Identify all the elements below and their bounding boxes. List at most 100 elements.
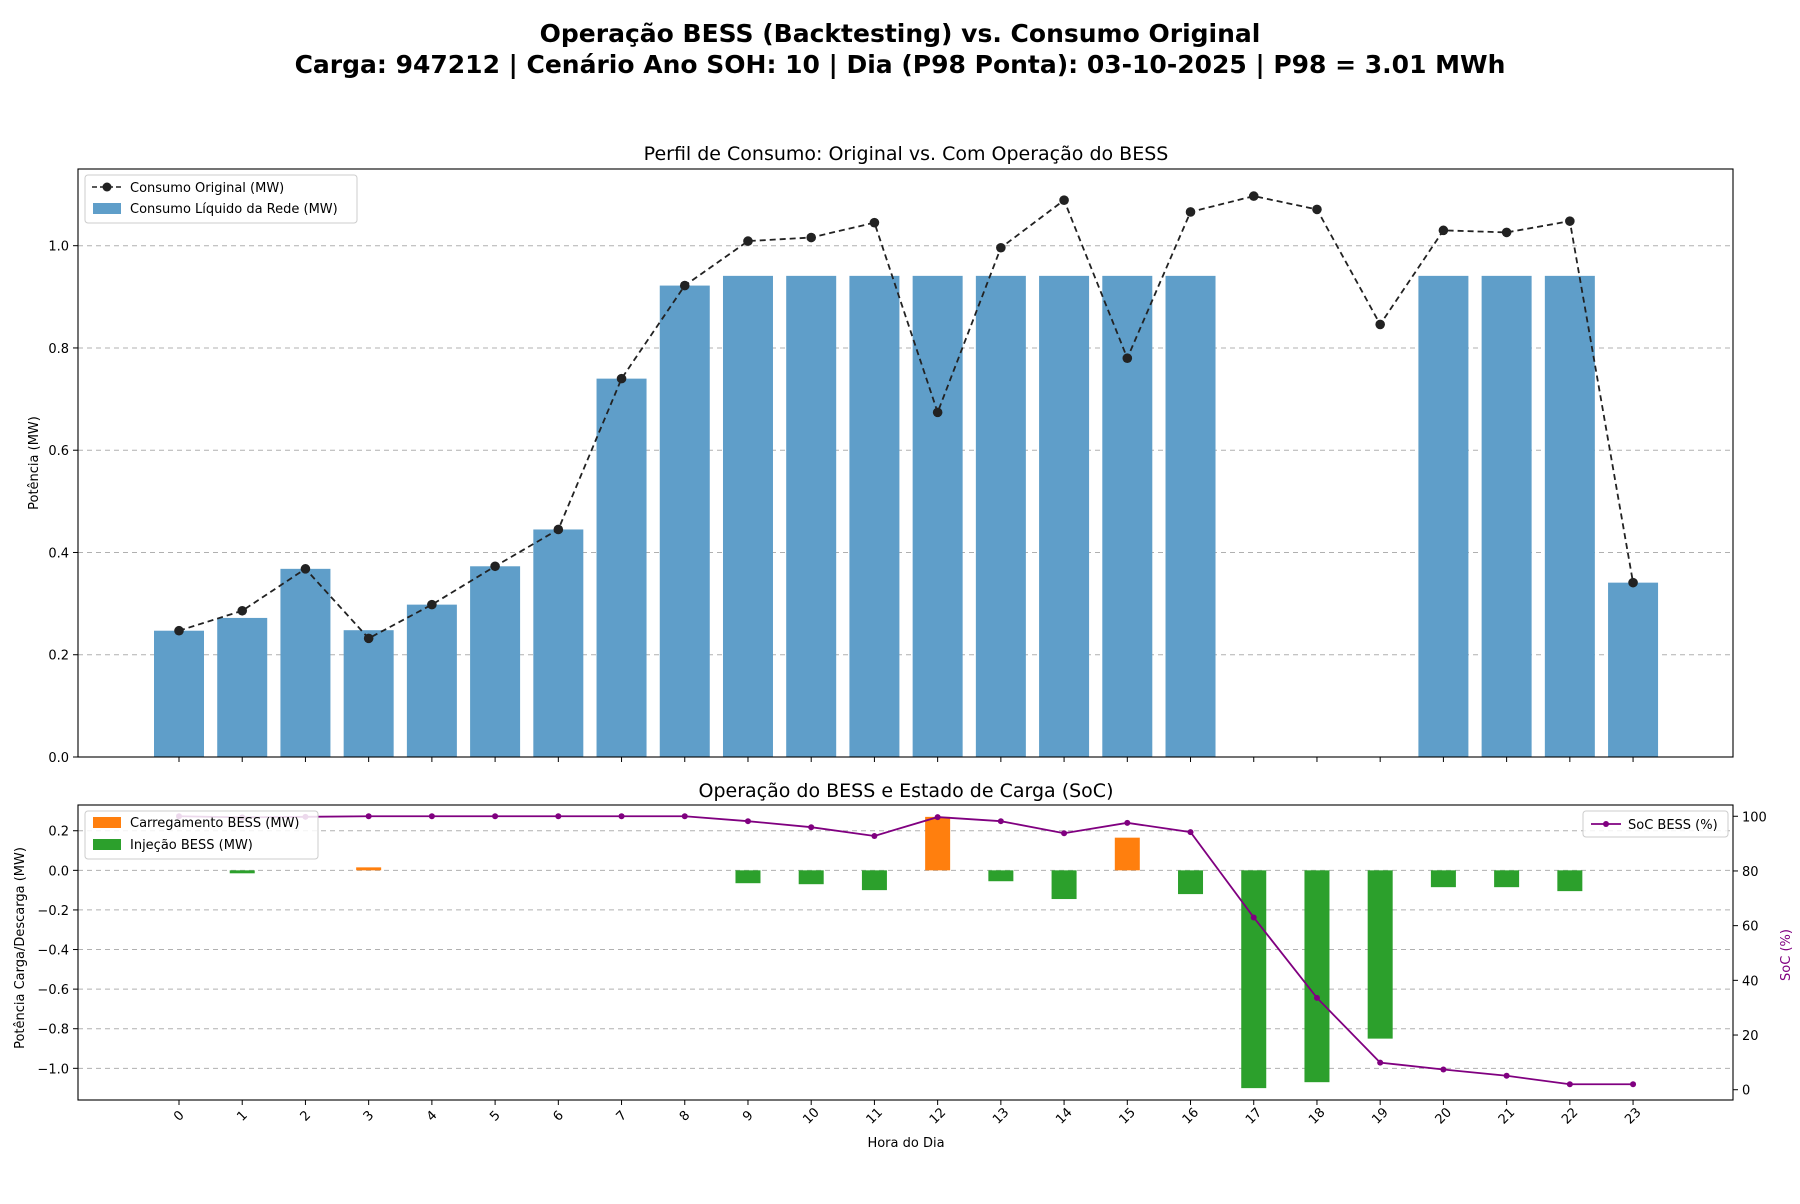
original-consumption-point — [363, 633, 374, 644]
bess-charge-bar — [1114, 837, 1140, 871]
grid-consumption-bar — [533, 529, 584, 757]
legend-original-marker — [102, 182, 112, 192]
grid-consumption-bar — [659, 285, 710, 757]
grid-consumption-bar — [280, 568, 331, 757]
consumption-y-tick-label: 0.4 — [48, 546, 69, 561]
bess-injection-bar — [798, 870, 824, 885]
soc-y-tick-label: 0 — [1742, 1084, 1750, 1099]
soc-point — [1061, 830, 1068, 837]
legend-inject-swatch — [93, 839, 121, 850]
original-consumption-point — [300, 564, 311, 574]
grid-consumption-bar — [154, 630, 204, 757]
soc-point — [934, 814, 941, 821]
soc-y-tick-label: 100 — [1742, 810, 1767, 825]
original-consumption-point — [869, 217, 880, 228]
bess-injection-bar — [1430, 870, 1456, 888]
soc-point — [365, 813, 372, 820]
original-consumption-point — [490, 561, 500, 572]
soc-point — [1503, 1072, 1510, 1079]
bess-y-tick-label: −0.8 — [37, 1023, 69, 1038]
soc-point — [744, 818, 751, 825]
original-consumption-point — [1248, 191, 1259, 201]
grid-consumption-bar — [912, 275, 963, 757]
bess-injection-bar — [229, 870, 255, 874]
original-consumption-point — [237, 605, 248, 616]
grid-consumption-bar — [722, 275, 773, 757]
soc-legend-box — [1582, 810, 1729, 838]
soc-y-tick-label: 40 — [1742, 974, 1759, 989]
original-consumption-point — [1059, 195, 1069, 205]
bess-y-tick-label: −0.4 — [37, 944, 69, 959]
consumption-plot-frame — [77, 168, 1734, 758]
soc-point — [492, 813, 499, 820]
original-consumption-point — [1565, 216, 1575, 226]
consumption-chart-title: Perfil de Consumo: Original vs. Com Oper… — [644, 143, 1169, 165]
original-consumption-point — [679, 280, 690, 291]
soc-legend: SoC BESS (%) — [1582, 810, 1729, 838]
consumption-y-tick-label: 0.6 — [48, 444, 69, 459]
soc-point — [1250, 914, 1257, 921]
soc-point — [997, 818, 1004, 825]
original-consumption-point — [1375, 319, 1385, 330]
bess-charge-bar — [356, 867, 382, 871]
legend-grid-bar-swatch — [93, 203, 121, 214]
figure-title-line2: Carga: 947212 | Cenário Ano SOH: 10 | Di… — [295, 50, 1506, 79]
original-consumption-point — [996, 242, 1006, 253]
original-consumption-point — [743, 236, 753, 246]
bess-y-tick-label: −1.0 — [37, 1062, 69, 1077]
original-consumption-point — [1628, 577, 1638, 588]
soc-point — [618, 813, 625, 820]
bess-injection-bar — [1367, 870, 1393, 1039]
original-consumption-point — [1312, 204, 1322, 215]
consumption-y-tick-label: 0.0 — [48, 751, 69, 766]
bess-injection-bar — [735, 870, 761, 884]
grid-consumption-bar — [1608, 582, 1659, 757]
soc-point — [681, 813, 688, 820]
original-consumption-point — [427, 599, 437, 610]
grid-consumption-bar — [596, 378, 647, 757]
bess-gridlines — [78, 830, 1733, 1069]
original-consumption-point — [616, 373, 627, 384]
bess-legend-box — [84, 810, 319, 860]
consumption-y-tick-label: 0.8 — [48, 342, 69, 357]
consumption-chart: Perfil de Consumo: Original vs. Com Oper… — [27, 143, 1734, 766]
soc-y-axis-label: SoC (%) — [1779, 929, 1794, 981]
legend-charge-swatch — [93, 817, 121, 828]
soc-point — [1566, 1081, 1573, 1088]
consumption-y-tick-label: 0.2 — [48, 649, 69, 664]
bess-injection-bar — [1178, 870, 1204, 895]
bess-y-tick-label: 0.0 — [48, 864, 69, 879]
bess-y-tick-label: 0.2 — [48, 825, 69, 840]
x-axis-label: Hora do Dia — [867, 1136, 944, 1151]
bess-chart-title: Operação do BESS e Estado de Carga (SoC) — [699, 780, 1114, 802]
grid-consumption-bar — [975, 275, 1026, 757]
bess-injection-bar — [1557, 870, 1583, 892]
bess-injection-bar — [861, 870, 887, 891]
consumption-bars — [154, 275, 1659, 757]
soc-point — [428, 813, 435, 820]
bess-charge-bar — [925, 816, 951, 871]
legend-soc-label: SoC BESS (%) — [1628, 818, 1718, 833]
original-consumption-point — [1438, 225, 1449, 236]
legend-inject-label: Injeção BESS (MW) — [130, 838, 253, 853]
original-consumption-path — [178, 195, 1634, 640]
original-consumption-point — [553, 524, 564, 535]
original-consumption-point — [806, 232, 816, 243]
legend-grid-bar-label: Consumo Líquido da Rede (MW) — [130, 202, 338, 217]
bess-bars — [229, 816, 1583, 1089]
bess-legend: Carregamento BESS (MW) Injeção BESS (MW) — [84, 810, 319, 860]
consumption-legend: Consumo Original (MW) Consumo Líquido da… — [84, 174, 358, 224]
grid-consumption-bar — [1165, 275, 1216, 757]
consumption-axes: 0.0 0.2 0.4 0.6 0.8 1.0 — [48, 168, 1734, 766]
soc-point — [1187, 829, 1194, 836]
soc-path — [178, 815, 1634, 1086]
figure-title-line1: Operação BESS (Backtesting) vs. Consumo … — [540, 19, 1261, 48]
soc-y-tick-label: 80 — [1742, 865, 1759, 880]
consumption-y-axis-label: Potência (MW) — [27, 416, 42, 510]
original-consumption-point — [174, 625, 184, 636]
grid-consumption-bar — [849, 275, 900, 757]
consumption-legend-box — [84, 174, 358, 224]
grid-consumption-bar — [786, 275, 837, 757]
soc-point — [1630, 1081, 1637, 1088]
